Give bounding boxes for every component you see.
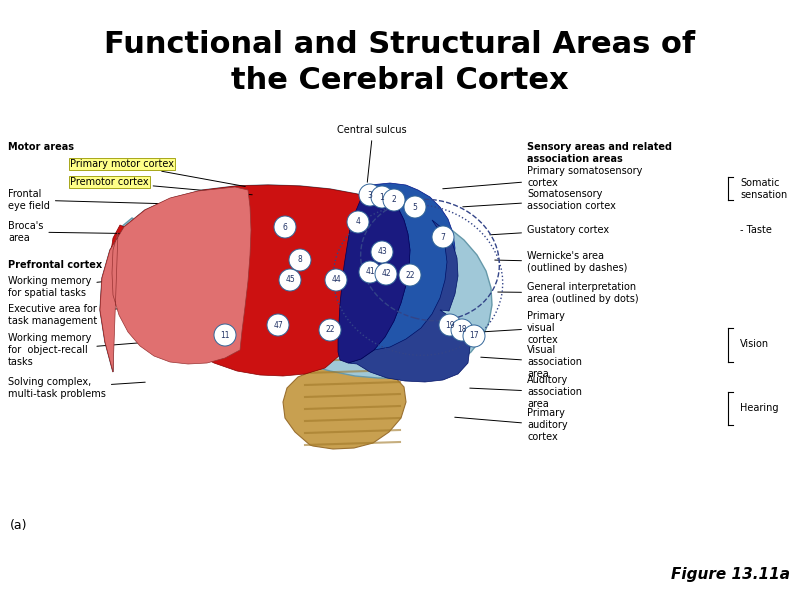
Circle shape — [451, 319, 473, 341]
Circle shape — [375, 263, 397, 285]
Circle shape — [383, 189, 405, 211]
Text: 42: 42 — [381, 269, 391, 278]
Polygon shape — [100, 187, 251, 372]
Circle shape — [399, 264, 421, 286]
Text: Primary
visual
cortex: Primary visual cortex — [482, 311, 565, 344]
Text: 22: 22 — [406, 271, 414, 280]
Text: - Taste: - Taste — [740, 225, 772, 235]
Circle shape — [279, 269, 301, 291]
Text: Broca's
area: Broca's area — [8, 221, 222, 243]
Text: 41: 41 — [365, 268, 375, 277]
Polygon shape — [283, 365, 406, 449]
Text: 19: 19 — [445, 320, 455, 329]
Polygon shape — [361, 183, 455, 359]
Text: Central sulcus: Central sulcus — [337, 125, 407, 135]
Text: 11: 11 — [220, 331, 230, 340]
Text: Somatosensory
association cortex: Somatosensory association cortex — [462, 189, 616, 211]
Text: Gustatory cortex: Gustatory cortex — [490, 225, 609, 235]
Text: Auditory
association
area: Auditory association area — [470, 376, 582, 409]
Text: Hearing: Hearing — [740, 403, 778, 413]
Text: Frontal
eye field: Frontal eye field — [8, 189, 207, 211]
Text: Prefrontal cortex: Prefrontal cortex — [8, 260, 102, 270]
Text: 5: 5 — [413, 202, 418, 211]
Text: General interpretation
area (outlined by dots): General interpretation area (outlined by… — [498, 282, 638, 304]
Circle shape — [371, 241, 393, 263]
Text: Vision: Vision — [740, 339, 769, 349]
Text: 7: 7 — [441, 232, 446, 241]
Text: 6: 6 — [282, 223, 287, 232]
Text: 4: 4 — [355, 217, 361, 226]
Circle shape — [267, 314, 289, 336]
Text: 8: 8 — [298, 256, 302, 265]
Circle shape — [319, 319, 341, 341]
Circle shape — [347, 211, 369, 233]
Text: (a): (a) — [10, 518, 27, 532]
Text: 47: 47 — [273, 320, 283, 329]
Circle shape — [359, 184, 381, 206]
Polygon shape — [348, 220, 470, 382]
Text: Wernicke's area
(outlined by dashes): Wernicke's area (outlined by dashes) — [494, 251, 627, 273]
Text: Functional and Structural Areas of
the Cerebral Cortex: Functional and Structural Areas of the C… — [105, 30, 695, 95]
Text: Primary somatosensory
cortex: Primary somatosensory cortex — [442, 166, 642, 189]
Text: 45: 45 — [285, 275, 295, 284]
Text: 3: 3 — [367, 191, 373, 199]
Text: 18: 18 — [458, 325, 466, 335]
Circle shape — [289, 249, 311, 271]
Text: Figure 13.11a: Figure 13.11a — [671, 567, 790, 582]
Circle shape — [432, 226, 454, 248]
Text: 1: 1 — [380, 193, 384, 202]
Circle shape — [439, 314, 461, 336]
Circle shape — [404, 196, 426, 218]
Text: 2: 2 — [392, 196, 396, 205]
Circle shape — [359, 261, 381, 283]
Text: Solving complex,
multi-task problems: Solving complex, multi-task problems — [8, 377, 146, 399]
Text: Premotor cortex: Premotor cortex — [70, 177, 252, 195]
Text: Primary motor cortex: Primary motor cortex — [70, 159, 246, 187]
Circle shape — [274, 216, 296, 238]
Circle shape — [325, 269, 347, 291]
Circle shape — [371, 186, 393, 208]
Text: 22: 22 — [326, 325, 334, 335]
Text: Somatic
sensation: Somatic sensation — [740, 178, 787, 200]
Text: Primary
auditory
cortex: Primary auditory cortex — [454, 409, 568, 442]
Polygon shape — [100, 185, 382, 376]
Text: Motor areas: Motor areas — [8, 142, 74, 152]
Text: Working memory
for  object-recall
tasks: Working memory for object-recall tasks — [8, 334, 147, 367]
Polygon shape — [100, 185, 492, 378]
Text: 17: 17 — [469, 331, 479, 340]
Text: 43: 43 — [377, 247, 387, 257]
Text: Working memory
for spatial tasks: Working memory for spatial tasks — [8, 275, 167, 298]
Circle shape — [214, 324, 236, 346]
Text: Visual
association
area: Visual association area — [481, 346, 582, 379]
Circle shape — [463, 325, 485, 347]
Text: Sensory areas and related
association areas: Sensory areas and related association ar… — [527, 142, 672, 164]
Text: Executive area for
task management: Executive area for task management — [8, 304, 155, 326]
Polygon shape — [338, 185, 410, 363]
Text: 44: 44 — [331, 275, 341, 284]
